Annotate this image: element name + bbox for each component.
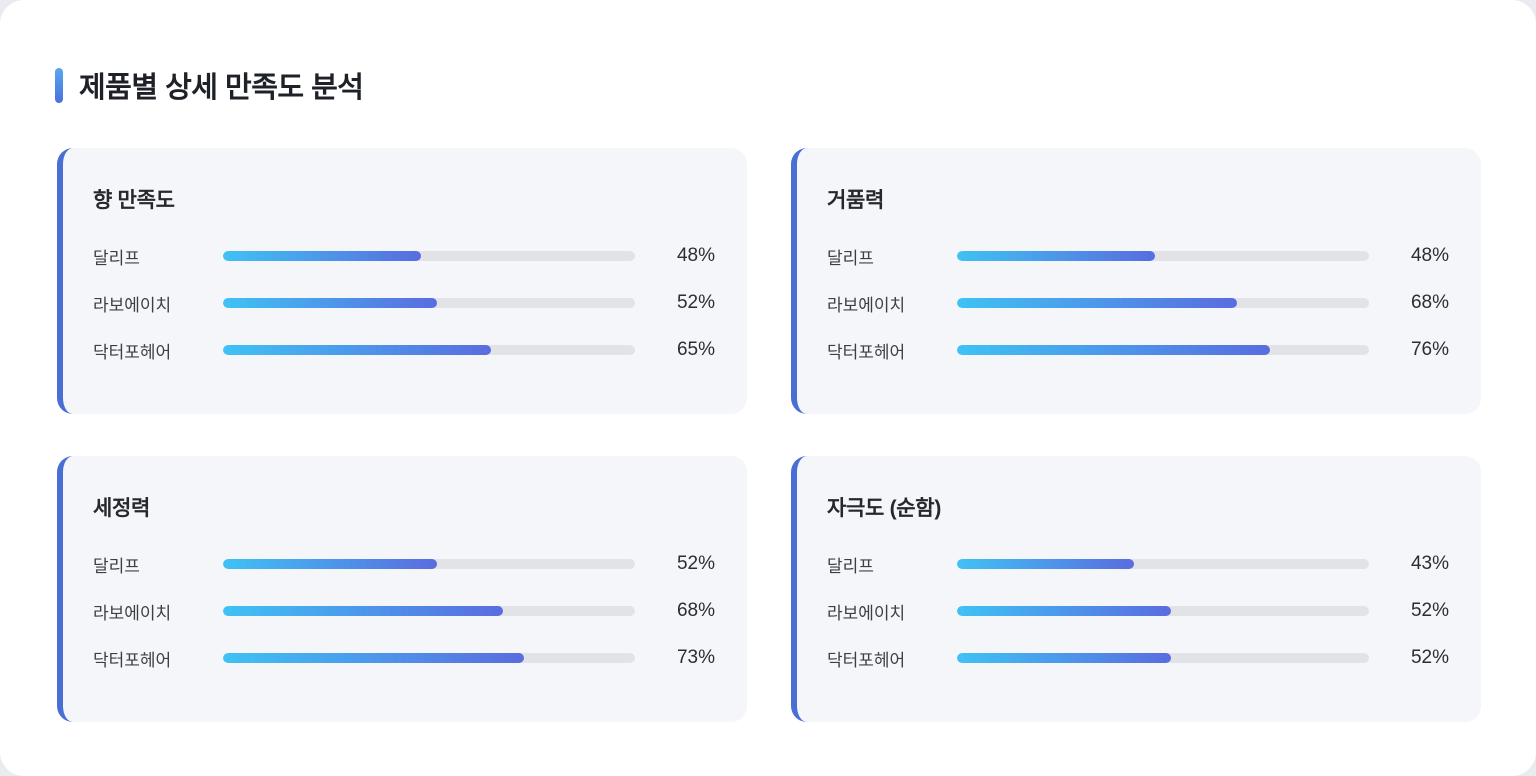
percent-value: 76% [1410,339,1449,360]
bar-track [957,606,1369,616]
bar-fill [223,559,438,569]
product-label: 닥터포헤어 [93,342,172,362]
bar-fill [957,298,1238,308]
percent-value: 52% [676,292,715,313]
title-accent-bar [55,67,63,103]
product-label: 닥터포헤어 [93,650,172,670]
bar-fill [223,251,421,261]
product-label: 라보에이치 [827,295,906,315]
percent-value: 48% [1410,245,1449,266]
bar-row: 달리프 52% [93,550,715,578]
percent-value: 48% [676,245,715,266]
bar-track [223,559,635,569]
percent-value: 52% [1410,647,1449,668]
card-title: 자극도 (순함) [827,497,942,520]
card-title: 향 만족도 [93,189,175,212]
percent-value: 68% [676,600,715,621]
bar-track [223,251,635,261]
bar-row: 라보에이치 68% [93,597,715,625]
product-label: 달리프 [93,556,140,576]
bar-track [223,345,635,355]
bar-fill [957,606,1172,616]
product-label: 라보에이치 [827,603,906,623]
bar-row: 달리프 43% [827,550,1449,578]
bar-track [957,298,1369,308]
percent-value: 65% [676,339,715,360]
product-label: 라보에이치 [93,295,172,315]
bar-row: 라보에이치 52% [93,289,715,317]
bar-fill [223,298,438,308]
product-label: 닥터포헤어 [827,342,906,362]
metric-card-irritation: 자극도 (순함) 달리프 43% 라보에이치 52% 닥터포헤어 [791,456,1481,722]
bar-row: 닥터포헤어 52% [827,644,1449,672]
bar-row: 달리프 48% [827,242,1449,270]
bar-fill [223,606,504,616]
metric-card-cleansing: 세정력 달리프 52% 라보에이치 68% 닥터포헤어 73 [57,456,747,722]
bar-fill [957,345,1271,355]
bar-fill [223,345,491,355]
bar-row: 닥터포헤어 76% [827,336,1449,364]
bar-fill [957,653,1172,663]
bar-row: 달리프 48% [93,242,715,270]
metric-card-foam: 거품력 달리프 48% 라보에이치 68% 닥터포헤어 76 [791,148,1481,414]
bar-track [957,345,1369,355]
product-label: 닥터포헤어 [827,650,906,670]
percent-value: 68% [1410,292,1449,313]
bar-track [957,251,1369,261]
bar-fill [957,251,1155,261]
product-label: 달리프 [827,248,874,268]
product-label: 달리프 [827,556,874,576]
bar-row: 닥터포헤어 73% [93,644,715,672]
bar-row: 라보에이치 52% [827,597,1449,625]
percent-value: 52% [1410,600,1449,621]
bar-track [957,653,1369,663]
metric-card-fragrance: 향 만족도 달리프 48% 라보에이치 52% 닥터포헤어 [57,148,747,414]
bar-track [223,606,635,616]
product-label: 라보에이치 [93,603,172,623]
percent-value: 73% [676,647,715,668]
bar-row: 라보에이치 68% [827,289,1449,317]
bar-track [223,653,635,663]
bar-fill [957,559,1135,569]
product-label: 달리프 [93,248,140,268]
bar-fill [223,653,524,663]
cards-grid: 향 만족도 달리프 48% 라보에이치 52% 닥터포헤어 [0,104,1536,722]
percent-value: 52% [676,553,715,574]
bar-row: 닥터포헤어 65% [93,336,715,364]
page-header: 제품별 상세 만족도 분석 [55,66,1536,104]
bar-track [223,298,635,308]
bar-track [957,559,1369,569]
percent-value: 43% [1410,553,1449,574]
page-title: 제품별 상세 만족도 분석 [79,72,364,104]
card-title: 세정력 [93,497,151,520]
card-title: 거품력 [827,189,885,212]
